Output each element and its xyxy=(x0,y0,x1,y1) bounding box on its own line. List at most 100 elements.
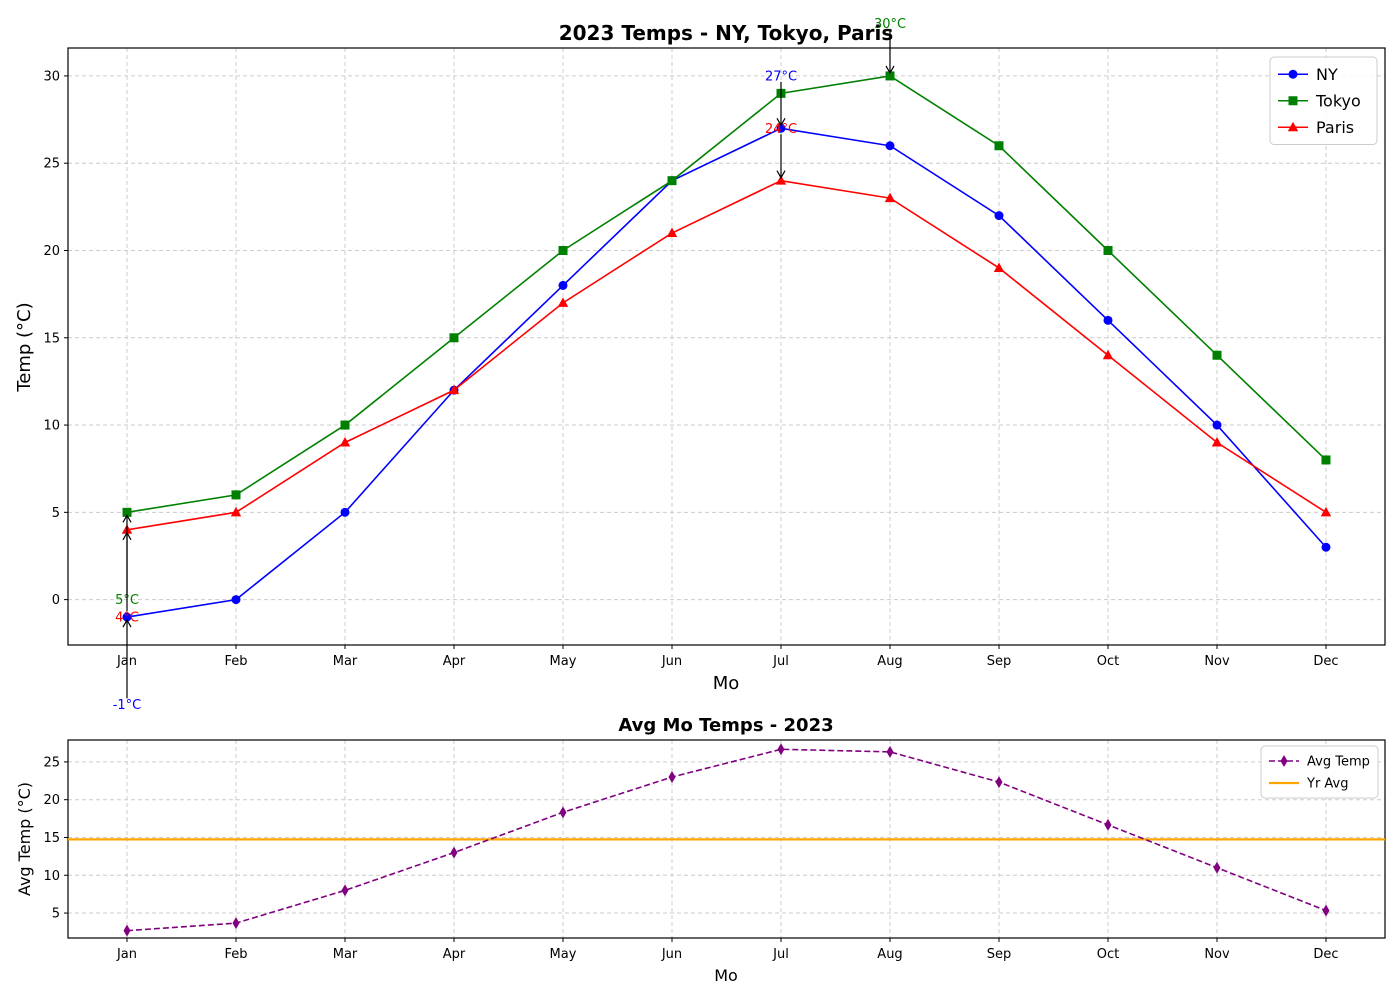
annotation-label: 27°C xyxy=(765,69,797,84)
annotation: 27°C xyxy=(765,69,797,127)
bottom-y-ticks: 5 10 15 20 25 xyxy=(43,755,68,922)
y-tick-label: 5 xyxy=(52,506,60,521)
x-tick-label: May xyxy=(550,947,577,962)
data-point-tokyo xyxy=(1212,350,1222,360)
series-line-tokyo xyxy=(126,75,1327,514)
series-avg-temp xyxy=(123,743,1330,937)
bottom-y-axis-label: Avg Temp (°C) xyxy=(15,782,34,896)
bottom-chart-title: Avg Mo Temps - 2023 xyxy=(618,715,833,736)
series-line-ny xyxy=(126,127,1327,618)
data-point-ny xyxy=(776,123,786,133)
data-point-ny xyxy=(1212,420,1222,430)
series-paris xyxy=(121,175,1332,534)
data-point-ny xyxy=(1103,315,1113,325)
data-point-tokyo xyxy=(1321,455,1331,465)
top-series-group xyxy=(121,71,1332,622)
top-y-axis-label: Temp (°C) xyxy=(14,302,35,392)
y-tick-label: 20 xyxy=(43,793,60,808)
annotation-arrow-head xyxy=(776,170,786,179)
annotation-label: 24°C xyxy=(765,122,797,137)
data-point-tokyo xyxy=(667,176,677,186)
legend-swatch-marker xyxy=(1280,755,1288,767)
data-point-avg-temp xyxy=(886,745,894,758)
data-point-avg-temp xyxy=(341,884,349,897)
data-point-avg-temp xyxy=(1213,861,1221,874)
legend-item-ny: NY xyxy=(1278,65,1338,84)
data-point-avg-temp xyxy=(668,771,676,784)
data-point-tokyo xyxy=(122,507,132,517)
x-tick-label: Aug xyxy=(877,654,902,669)
data-point-paris xyxy=(1102,349,1114,360)
data-point-paris xyxy=(1211,437,1223,447)
data-point-paris xyxy=(1320,506,1332,517)
legend-swatch-marker xyxy=(1288,69,1298,79)
y-tick-label: 5 xyxy=(52,907,60,922)
x-tick-label: Apr xyxy=(443,654,466,669)
x-tick-label: Feb xyxy=(224,654,247,669)
annotation-arrow-head xyxy=(122,514,132,523)
y-tick-label: 30 xyxy=(43,69,60,84)
x-tick-label: Jan xyxy=(116,947,137,962)
bottom-x-ticks: Jan Feb Mar Apr May Jun Jul Aug Sep Oct Nov Dec xyxy=(116,938,1339,962)
x-tick-label: Jun xyxy=(661,947,682,962)
legend-item-yr-avg: Yr Avg xyxy=(1269,777,1349,792)
annotation-arrow-head xyxy=(776,118,786,127)
legend-label: Paris xyxy=(1316,118,1354,137)
top-x-ticks: Jan Feb Mar Apr May Jun Jul Aug Sep Oct Nov Dec xyxy=(116,645,1339,669)
series-tokyo xyxy=(122,71,1331,517)
x-tick-label: Aug xyxy=(877,947,902,962)
x-tick-label: Jul xyxy=(772,947,789,962)
data-point-paris xyxy=(230,506,242,517)
data-point-tokyo xyxy=(885,71,895,81)
legend-frame xyxy=(1260,745,1379,799)
y-tick-label: 15 xyxy=(43,331,60,346)
x-tick-label: Jul xyxy=(772,654,789,669)
x-tick-label: Jun xyxy=(661,654,682,669)
y-tick-label: 10 xyxy=(43,869,60,884)
legend-swatch-marker xyxy=(1288,96,1298,106)
top-chart-title: 2023 Temps - NY, Tokyo, Paris xyxy=(559,21,894,45)
x-tick-label: Mar xyxy=(333,947,358,962)
x-tick-label: Nov xyxy=(1204,654,1230,669)
series-line-paris xyxy=(126,179,1327,531)
data-point-paris xyxy=(884,192,896,203)
legend-item-tokyo: Tokyo xyxy=(1278,92,1361,111)
x-tick-label: Oct xyxy=(1097,654,1119,669)
data-point-paris xyxy=(448,384,460,395)
y-tick-label: 25 xyxy=(43,755,60,770)
data-point-paris xyxy=(339,437,351,447)
data-point-avg-temp xyxy=(1104,818,1112,831)
legend-item-avg-temp: Avg Temp xyxy=(1269,755,1370,770)
data-point-tokyo xyxy=(449,333,459,343)
data-point-ny xyxy=(994,211,1004,221)
x-tick-label: Sep xyxy=(987,654,1012,669)
annotation: 4°C xyxy=(115,531,139,626)
data-point-tokyo xyxy=(1103,245,1113,255)
x-tick-label: Dec xyxy=(1313,654,1338,669)
x-tick-label: Feb xyxy=(224,947,247,962)
data-point-ny xyxy=(122,612,132,622)
legend-swatch-marker xyxy=(1287,121,1299,132)
annotation-arrow-head xyxy=(122,531,132,541)
data-point-ny xyxy=(885,141,895,151)
annotation-label: 4°C xyxy=(115,611,139,626)
bottom-x-axis-label: Mo xyxy=(714,966,738,985)
x-tick-label: Sep xyxy=(987,947,1012,962)
data-point-paris xyxy=(993,262,1005,272)
annotation-arrow-head xyxy=(885,65,895,75)
y-tick-label: 10 xyxy=(43,419,60,434)
x-tick-label: Apr xyxy=(443,947,466,962)
data-point-ny xyxy=(1321,542,1331,552)
data-point-paris xyxy=(557,297,569,307)
data-point-avg-temp xyxy=(777,743,785,756)
legend-label: Avg Temp xyxy=(1307,755,1370,770)
annotation: 24°C xyxy=(765,122,797,179)
bottom-legend: Avg Temp Yr Avg xyxy=(1260,745,1379,799)
data-point-avg-temp xyxy=(1322,904,1330,917)
top-annotations: -1°C27°C5°C30°C4°C24°C xyxy=(113,17,906,713)
x-tick-label: Oct xyxy=(1097,947,1119,962)
data-point-paris xyxy=(666,227,678,238)
bottom-plot: 5 10 15 20 25 Jan Feb Mar Apr May Jun Jul Aug Sep Oct… xyxy=(15,715,1386,985)
